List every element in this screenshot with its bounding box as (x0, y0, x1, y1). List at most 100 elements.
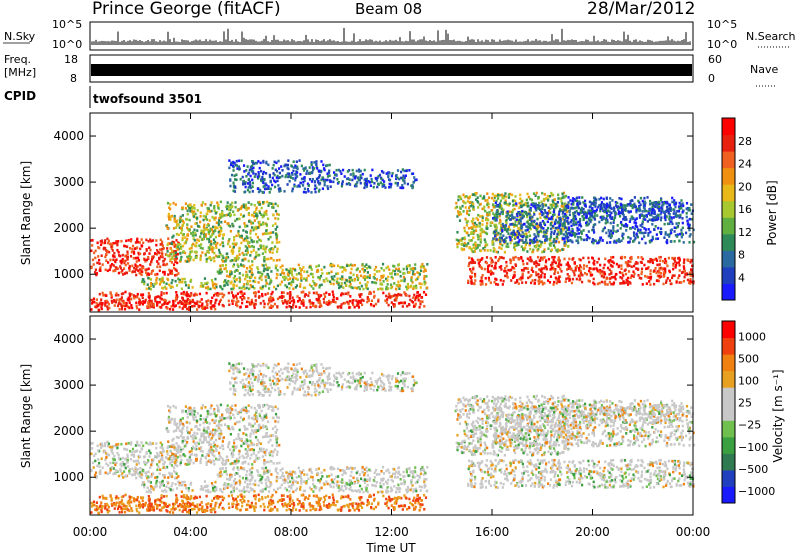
power-cell (299, 173, 302, 176)
power-cell (526, 205, 529, 208)
power-cell (113, 251, 116, 255)
power-cell (549, 263, 553, 267)
power-cell (256, 267, 260, 271)
power-cell (318, 173, 321, 177)
power-cell (635, 234, 639, 237)
power-cell (175, 226, 178, 229)
power-cell (536, 207, 539, 210)
power-cell (156, 302, 159, 306)
power-cell (598, 204, 601, 207)
power-cell (576, 211, 579, 215)
power-cell (386, 298, 389, 301)
power-cell (293, 184, 296, 188)
power-cell (579, 273, 582, 277)
power-cell (272, 172, 275, 175)
power-cell (640, 270, 643, 274)
power-cell (543, 193, 546, 196)
power-cell (215, 221, 218, 225)
power-cell (568, 228, 571, 231)
power-cell (479, 283, 482, 286)
power-cell (591, 208, 594, 212)
power-cell (472, 225, 475, 229)
power-cell (254, 280, 257, 284)
power-cell (235, 278, 238, 282)
power-cell (260, 179, 263, 183)
power-cell (135, 273, 138, 277)
power-cell (99, 266, 102, 269)
power-cell (290, 164, 293, 167)
power-cell (620, 220, 623, 224)
power-cell (270, 304, 273, 308)
power-cell (237, 231, 240, 234)
power-cell (308, 291, 311, 295)
power-cell (241, 273, 245, 277)
power-cell (458, 213, 461, 217)
power-cell (541, 282, 544, 286)
power-cell (524, 281, 528, 284)
power-cell (223, 214, 226, 217)
power-cell (281, 299, 284, 303)
power-cell (328, 174, 331, 177)
power-cell (264, 275, 267, 279)
power-cell (512, 231, 515, 235)
power-cell (536, 226, 539, 229)
power-cell (414, 296, 417, 299)
power-cell (498, 212, 502, 216)
power-cell (690, 212, 693, 215)
power-cell (476, 246, 479, 249)
power-cell (177, 272, 180, 275)
power-cell (655, 233, 658, 236)
power-cell (394, 273, 397, 276)
power-cell (627, 235, 630, 239)
power-cell (368, 291, 372, 294)
power-cell (484, 240, 487, 244)
power-cell (467, 206, 471, 210)
power-cell (524, 201, 527, 205)
power-cell (116, 304, 120, 308)
power-cell (676, 214, 679, 217)
power-cell (329, 280, 332, 284)
power-cell (205, 300, 208, 303)
power-cell (611, 231, 615, 235)
power-cell (250, 275, 253, 279)
power-cell (382, 180, 386, 183)
power-cell (271, 224, 275, 227)
power-cell (268, 250, 272, 254)
power-cell (498, 236, 502, 239)
power-cell (555, 281, 558, 285)
power-cell (361, 262, 364, 266)
power-cell (493, 267, 496, 270)
power-cell (563, 224, 566, 227)
power-cell (483, 238, 486, 242)
power-cell (132, 294, 136, 297)
power-cell (283, 275, 286, 279)
power-cell (562, 191, 565, 195)
power-cell (420, 282, 423, 286)
power-cell (545, 267, 548, 271)
power-cell (312, 275, 315, 279)
power-cell (254, 172, 257, 176)
power-cell (499, 278, 502, 282)
power-cell (489, 224, 492, 228)
power-cell (196, 209, 199, 212)
power-cell (638, 201, 641, 204)
power-cell (229, 208, 232, 212)
power-cell (537, 275, 541, 279)
power-cell (385, 287, 388, 291)
power-cell (596, 282, 600, 286)
power-cell (239, 263, 243, 266)
power-cell (130, 297, 133, 301)
power-cell (617, 208, 620, 211)
power-cell (551, 255, 554, 259)
power-cell (199, 220, 202, 224)
power-cell (277, 159, 280, 163)
power-cell (272, 285, 276, 289)
power-cell (202, 230, 205, 233)
power-cell (243, 265, 246, 268)
power-cell (324, 295, 327, 299)
power-cell (481, 223, 484, 226)
power-cell (565, 277, 568, 281)
power-cell (498, 214, 501, 218)
power-cell (205, 218, 209, 221)
power-cell (244, 230, 248, 233)
